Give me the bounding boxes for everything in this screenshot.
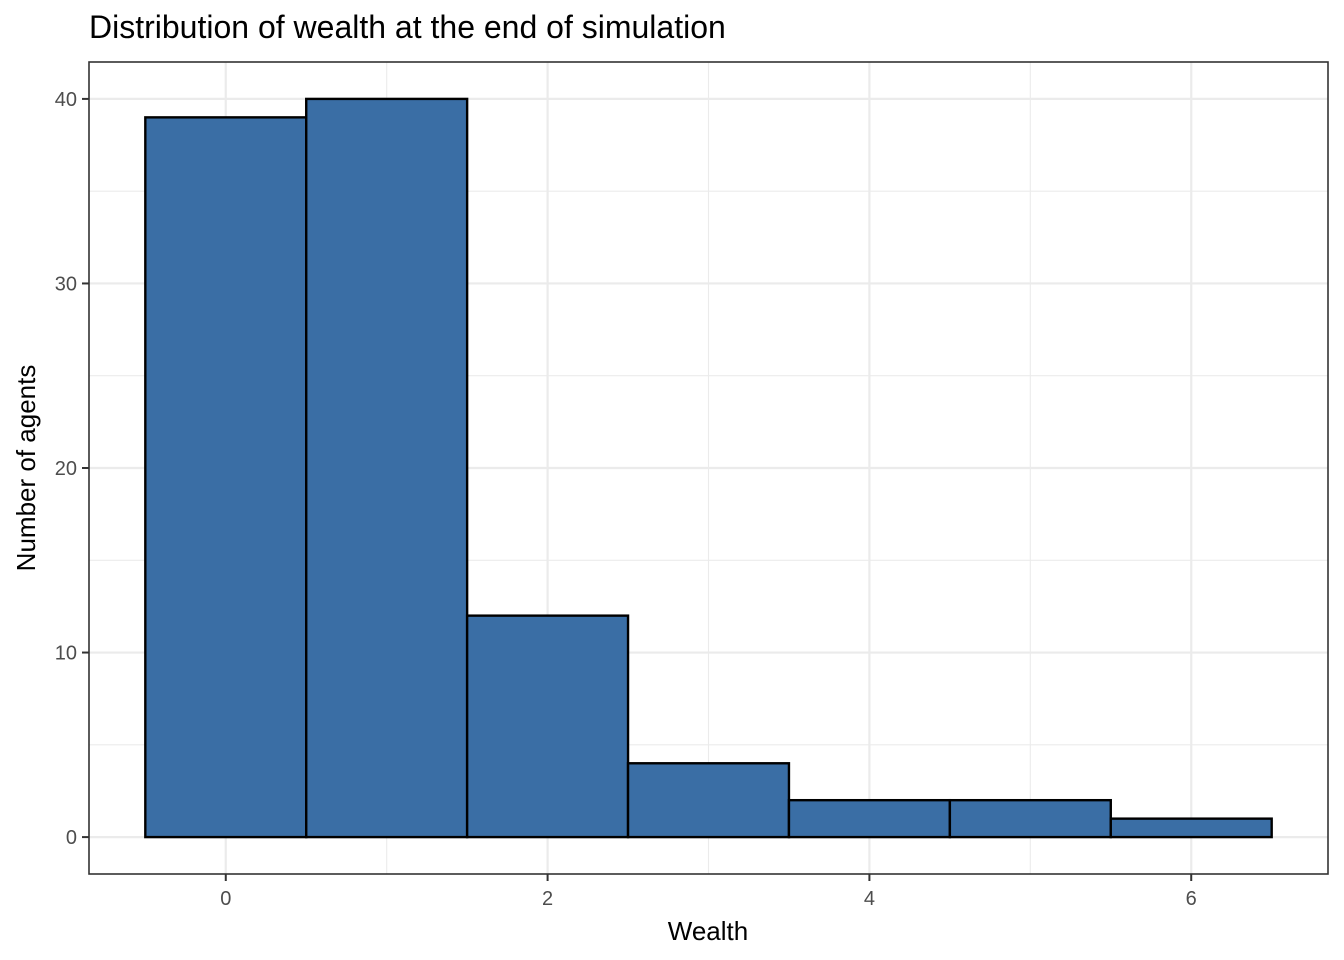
- y-tick-label: 10: [55, 643, 77, 665]
- chart-title: Distribution of wealth at the end of sim…: [89, 9, 726, 45]
- x-tick-label: 0: [220, 888, 231, 910]
- histogram-bar: [787, 798, 952, 839]
- y-tick-label: 20: [55, 458, 77, 480]
- bars: [144, 97, 1273, 839]
- histogram-bar: [465, 614, 630, 839]
- histogram-bar: [305, 97, 469, 839]
- y-tick-label: 0: [66, 827, 77, 849]
- x-tick-label: 2: [542, 888, 553, 910]
- histogram-bar: [1109, 817, 1273, 839]
- x-axis-title: Wealth: [668, 916, 748, 946]
- x-tick-label: 6: [1186, 888, 1197, 910]
- axis-ticks: 0 10 20 30 40 0 2 4 6: [55, 89, 1197, 910]
- x-tick-label: 4: [864, 888, 875, 910]
- histogram-bar: [626, 762, 791, 839]
- histogram-bar: [948, 798, 1112, 839]
- histogram-bar: [144, 116, 308, 839]
- y-tick-label: 40: [55, 89, 77, 111]
- y-tick-label: 30: [55, 273, 77, 295]
- y-axis-title: Number of agents: [11, 365, 41, 572]
